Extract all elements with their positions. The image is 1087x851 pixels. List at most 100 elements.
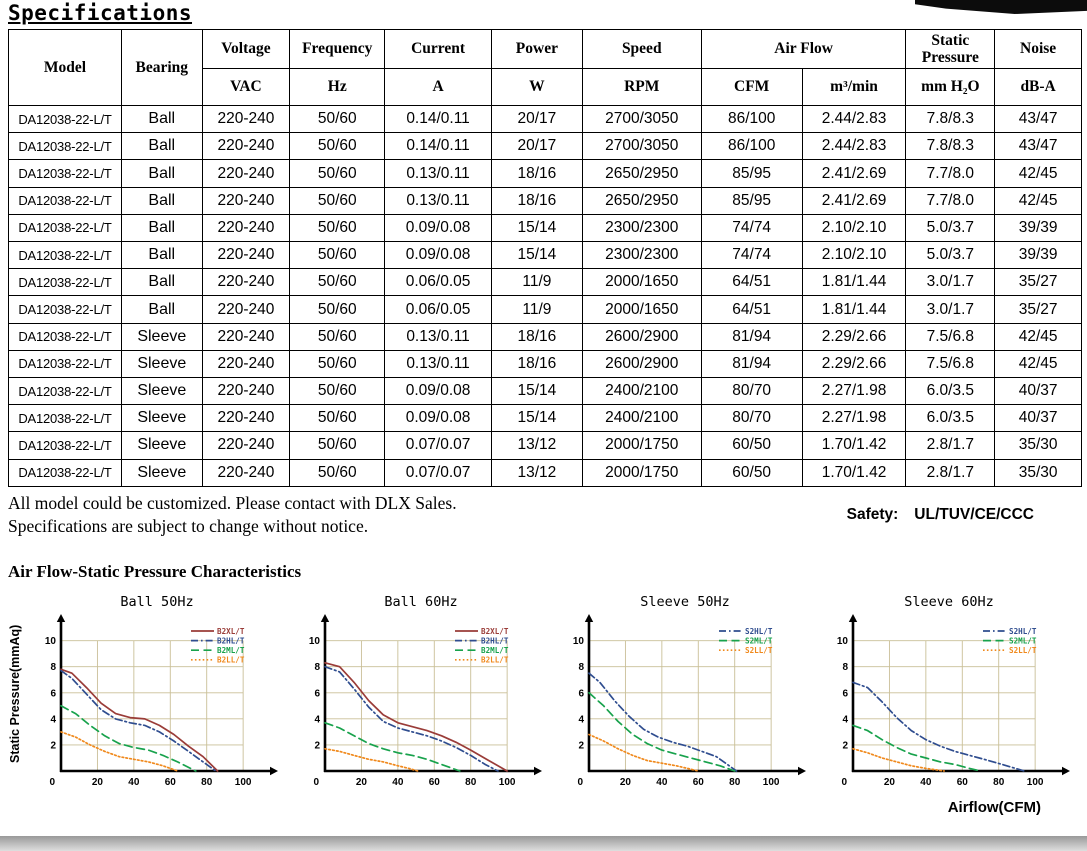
table-cell: 85/95 [700, 186, 803, 215]
table-cell: 50/60 [289, 322, 386, 351]
bottom-bar [0, 836, 1087, 851]
table-cell: 2600/2900 [581, 322, 702, 351]
table-row: DA12038-22-L/T Sleeve 220-240 50/60 0.13/0.1… [8, 322, 1082, 351]
svg-text:10: 10 [309, 636, 321, 647]
table-cell: 0.09/0.08 [384, 404, 493, 433]
svg-text:60: 60 [957, 777, 969, 788]
table-cell: 40/37 [994, 404, 1082, 433]
table-cell: 35/30 [994, 431, 1082, 460]
table-cell: Ball [120, 241, 203, 270]
table-cell: 50/60 [289, 349, 386, 378]
series-line-b2ll-t [60, 730, 179, 772]
table-cell: Sleeve [120, 376, 203, 406]
table-cell: 50/60 [289, 404, 386, 433]
table-cell: 0.06/0.05 [384, 295, 493, 324]
svg-text:8: 8 [842, 662, 848, 673]
table-cell: Sleeve [120, 349, 203, 378]
table-cell: 42/45 [994, 349, 1082, 378]
legend-label: B2XL/T [217, 627, 245, 636]
charts-area: Static Pressure(mmAq) Ball 50Hz 2 4 6 8 10 0 20… [8, 594, 1081, 795]
page-title: Specifications [8, 1, 193, 25]
legend-label: B2XL/T [481, 627, 509, 636]
spec-table: Model Bearing Voltage Frequency Current Power… [8, 29, 1082, 487]
chart-ball-50hz: Ball 50Hz 2 4 6 8 10 0 20 40 60 80 100 B2XL/T B2HL/T B… [28, 594, 286, 795]
table-cell: Ball [120, 132, 203, 161]
svg-text:20: 20 [356, 777, 368, 788]
safety-value: UL/TUV/CE/CCC [914, 505, 1034, 523]
table-cell: 86/100 [700, 132, 803, 161]
series-line-b2hl-t [324, 665, 499, 772]
series-line-b2xl-t [60, 668, 219, 772]
note-line-1: All model could be customized. Please co… [8, 492, 457, 513]
model-cell: DA12038-22-L/T [8, 376, 122, 406]
table-row: DA12038-22-L/T Ball 220-240 50/60 0.06/0.05 1… [8, 295, 1082, 324]
svg-text:4: 4 [50, 714, 56, 725]
table-cell: 2.27/1.98 [801, 404, 907, 433]
table-cell: 7.8/8.3 [905, 132, 996, 161]
model-cell: DA12038-22-L/T [8, 241, 122, 270]
svg-text:100: 100 [1027, 777, 1044, 788]
table-cell: 20/17 [491, 105, 583, 134]
table-cell: 74/74 [700, 213, 803, 243]
series-line-b2xl-t [324, 661, 508, 772]
table-row: DA12038-22-L/T Ball 220-240 50/60 0.14/0.11 2… [8, 132, 1082, 161]
chart-title: Sleeve 60Hz [904, 593, 994, 610]
table-cell: 39/39 [994, 213, 1082, 243]
svg-text:80: 80 [201, 777, 213, 788]
series-line-s2ll-t [588, 733, 700, 772]
table-cell: 0.06/0.05 [384, 268, 493, 297]
table-cell: 74/74 [700, 241, 803, 270]
table-cell: 86/100 [700, 105, 803, 134]
table-cell: 81/94 [700, 349, 803, 378]
unit-header: CFM [700, 68, 803, 107]
table-cell: 50/60 [289, 376, 386, 406]
svg-text:10: 10 [45, 636, 57, 647]
legend-label: S2ML/T [1009, 636, 1037, 645]
series-line-s2ml-t [852, 724, 982, 772]
series-line-s2ml-t [588, 691, 736, 772]
table-cell: 2000/1650 [581, 295, 702, 324]
table-row: DA12038-22-L/T Sleeve 220-240 50/60 0.09/0.0… [8, 404, 1082, 433]
table-cell: 6.0/3.5 [905, 376, 996, 406]
svg-text:80: 80 [465, 777, 477, 788]
table-cell: 42/45 [994, 186, 1082, 215]
table-cell: 220-240 [201, 159, 291, 188]
svg-text:10: 10 [837, 636, 849, 647]
table-cell: 2.44/2.83 [801, 132, 907, 161]
model-cell: DA12038-22-L/T [8, 431, 122, 460]
svg-text:40: 40 [392, 777, 404, 788]
table-cell: 50/60 [289, 213, 386, 243]
table-cell: 60/50 [700, 431, 803, 460]
table-cell: 7.8/8.3 [905, 105, 996, 134]
table-cell: 18/16 [491, 349, 583, 378]
table-cell: 18/16 [491, 322, 583, 351]
table-cell: 15/14 [491, 376, 583, 406]
legend-label: B2HL/T [217, 636, 245, 645]
table-cell: 220-240 [201, 404, 291, 433]
table-cell: 2.8/1.7 [905, 431, 996, 460]
table-cell: 2700/3050 [581, 132, 702, 161]
table-cell: 3.0/1.7 [905, 268, 996, 297]
unit-header: dB-A [994, 68, 1082, 107]
table-cell: Ball [120, 105, 203, 134]
notes: All model could be customized. Please co… [8, 492, 457, 538]
column-header: Air Flow [700, 29, 907, 70]
legend-label: B2LL/T [217, 656, 245, 665]
series-line-b2ll-t [324, 747, 419, 772]
model-cell: DA12038-22-L/T [8, 458, 122, 487]
svg-text:0: 0 [313, 777, 319, 788]
table-cell: 64/51 [700, 268, 803, 297]
table-cell: 43/47 [994, 132, 1082, 161]
table-cell: 2300/2300 [581, 213, 702, 243]
table-cell: 220-240 [201, 376, 291, 406]
table-cell: 220-240 [201, 349, 291, 378]
table-cell: 2000/1750 [581, 431, 702, 460]
note-line-2: Specifications are subject to change wit… [8, 515, 369, 536]
table-cell: 0.13/0.11 [384, 186, 493, 215]
table-row: DA12038-22-L/T Ball 220-240 50/60 0.13/0.11 1… [8, 159, 1082, 188]
model-cell: DA12038-22-L/T [8, 322, 122, 351]
table-row: DA12038-22-L/T Ball 220-240 50/60 0.09/0.08 1… [8, 241, 1082, 270]
table-cell: 7.5/6.8 [905, 322, 996, 351]
